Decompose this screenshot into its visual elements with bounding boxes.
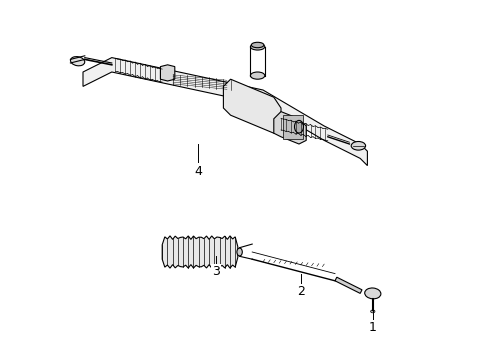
Polygon shape <box>335 277 362 293</box>
Text: 2: 2 <box>297 285 305 298</box>
Ellipse shape <box>237 248 242 256</box>
Ellipse shape <box>351 141 366 150</box>
Bar <box>283 115 303 139</box>
Polygon shape <box>223 79 281 133</box>
Polygon shape <box>160 65 175 81</box>
Ellipse shape <box>250 44 265 50</box>
Ellipse shape <box>251 42 264 48</box>
Ellipse shape <box>71 57 85 66</box>
Polygon shape <box>83 58 368 166</box>
Ellipse shape <box>250 72 265 79</box>
Text: 4: 4 <box>194 165 202 177</box>
Ellipse shape <box>365 288 381 299</box>
Ellipse shape <box>370 310 375 313</box>
Text: 3: 3 <box>212 265 220 278</box>
Text: 1: 1 <box>369 321 377 334</box>
Polygon shape <box>162 236 238 268</box>
Ellipse shape <box>294 120 303 133</box>
Polygon shape <box>274 112 306 144</box>
